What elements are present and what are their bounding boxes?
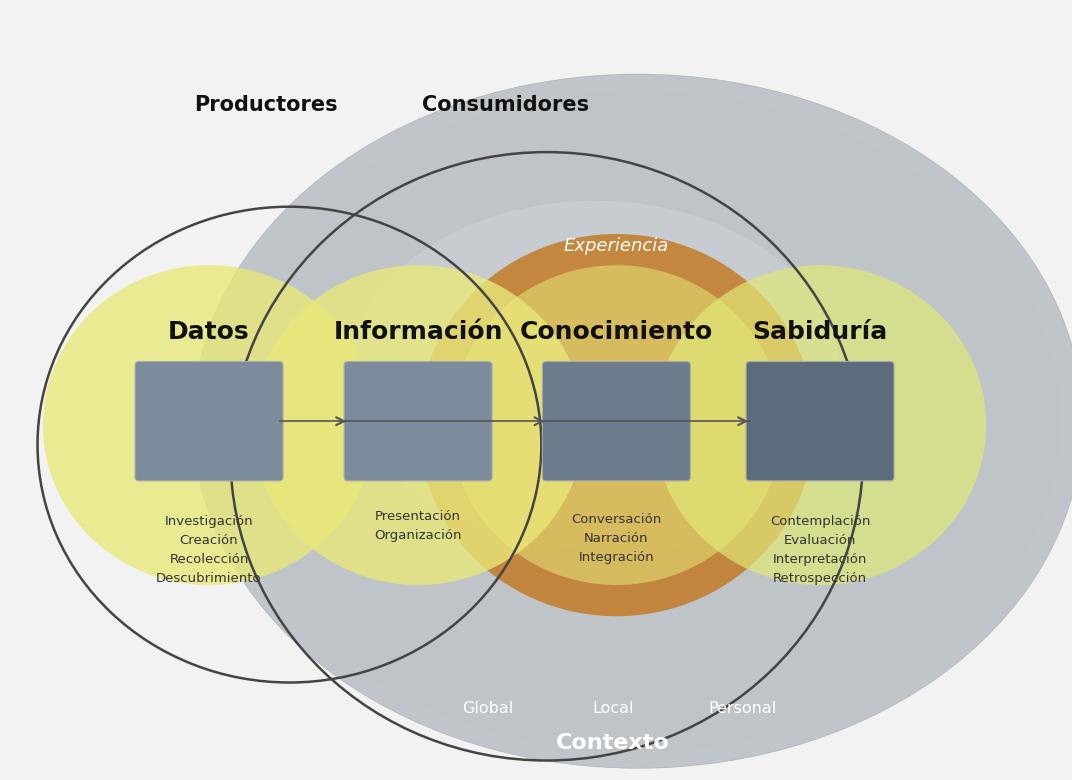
Text: Conocimiento: Conocimiento [520, 320, 713, 343]
Ellipse shape [460, 282, 816, 560]
Text: Local: Local [593, 700, 634, 716]
Ellipse shape [204, 83, 1072, 760]
Ellipse shape [415, 248, 860, 594]
Ellipse shape [593, 387, 682, 456]
Ellipse shape [571, 369, 704, 473]
Ellipse shape [371, 213, 905, 629]
Ellipse shape [348, 196, 927, 647]
Ellipse shape [504, 317, 771, 526]
Ellipse shape [193, 74, 1072, 768]
Ellipse shape [360, 204, 915, 638]
Text: Presentación
Organización: Presentación Organización [374, 510, 462, 543]
Ellipse shape [293, 152, 983, 690]
Ellipse shape [549, 352, 727, 491]
Ellipse shape [427, 257, 849, 586]
Ellipse shape [237, 108, 1038, 733]
Text: Productores: Productores [194, 95, 338, 115]
Ellipse shape [404, 239, 872, 604]
Ellipse shape [249, 118, 1027, 725]
Ellipse shape [304, 161, 971, 682]
Ellipse shape [418, 234, 815, 616]
Ellipse shape [516, 326, 760, 516]
Ellipse shape [582, 378, 694, 465]
Ellipse shape [482, 300, 793, 543]
Ellipse shape [338, 187, 938, 655]
Ellipse shape [627, 413, 649, 430]
Ellipse shape [193, 74, 1072, 768]
Ellipse shape [538, 343, 738, 499]
Ellipse shape [326, 179, 949, 664]
Text: Datos: Datos [168, 320, 250, 343]
Text: Personal: Personal [709, 700, 777, 716]
Ellipse shape [393, 230, 882, 612]
Text: Global: Global [462, 700, 513, 716]
Text: Consumidores: Consumidores [422, 95, 590, 115]
FancyBboxPatch shape [135, 362, 283, 480]
Text: Contemplación
Evaluación
Interpretación
Retrospección: Contemplación Evaluación Interpretación … [770, 515, 870, 585]
Ellipse shape [615, 404, 660, 438]
Ellipse shape [215, 91, 1060, 751]
Ellipse shape [315, 169, 961, 673]
Ellipse shape [560, 360, 716, 482]
Ellipse shape [259, 126, 1016, 716]
Ellipse shape [43, 265, 375, 585]
Ellipse shape [351, 200, 839, 548]
Text: Sabiduría: Sabiduría [753, 320, 888, 343]
Ellipse shape [526, 335, 749, 508]
Ellipse shape [382, 222, 894, 621]
Ellipse shape [605, 395, 671, 447]
Ellipse shape [437, 265, 838, 577]
Ellipse shape [449, 274, 827, 569]
Ellipse shape [252, 265, 584, 585]
Ellipse shape [271, 135, 1004, 707]
Text: Experiencia: Experiencia [564, 236, 669, 255]
Text: Conversación
Narración
Integración: Conversación Narración Integración [571, 512, 661, 564]
Ellipse shape [282, 144, 994, 699]
Ellipse shape [654, 265, 986, 585]
FancyBboxPatch shape [746, 362, 894, 480]
Ellipse shape [493, 308, 783, 534]
Ellipse shape [450, 265, 783, 585]
Text: Investigación
Creación
Recolección
Descubrimiento: Investigación Creación Recolección Descu… [157, 515, 262, 585]
FancyBboxPatch shape [542, 362, 690, 480]
FancyBboxPatch shape [344, 362, 492, 480]
Ellipse shape [471, 291, 805, 551]
Text: Contexto: Contexto [556, 732, 670, 753]
Text: Información: Información [333, 320, 503, 343]
Ellipse shape [226, 100, 1049, 743]
